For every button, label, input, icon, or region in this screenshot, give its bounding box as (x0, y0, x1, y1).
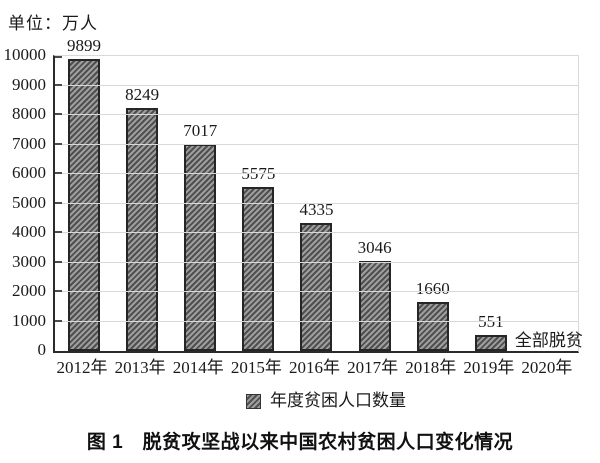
x-axis-tick-label: 2019年 (463, 358, 515, 377)
y-axis-tick-label: 4000 (12, 222, 46, 241)
y-axis-tick (55, 83, 62, 86)
gridline (55, 202, 578, 204)
x-axis-tick-label: 2017年 (347, 358, 399, 377)
y-axis-tick-label: 6000 (12, 163, 46, 182)
y-axis-tick (55, 172, 62, 174)
legend-label: 年度贫困人口数量 (270, 391, 406, 410)
y-axis-tick-label: 7000 (12, 133, 46, 153)
y-axis-tick-label: 0 (37, 340, 47, 359)
y-axis-tick-label: 3000 (12, 251, 46, 271)
y-axis-tick (55, 290, 62, 292)
y-axis-tick (55, 260, 62, 263)
y-axis-tick-label: 2000 (12, 281, 46, 300)
bar-value-label: 9899 (67, 35, 102, 55)
bar (126, 107, 159, 351)
bar-column: 7017 (171, 56, 229, 351)
y-axis-tick-label: 5000 (12, 192, 46, 212)
y-axis-tick (55, 56, 62, 58)
bar-value-label: 4335 (299, 200, 334, 220)
gridline (55, 320, 578, 322)
bar (68, 58, 101, 351)
y-axis-tick (55, 319, 62, 322)
bar-column: 3046 (346, 56, 404, 351)
y-axis-labels: 0 1000 2000 3000 4000 5000 6000 7000 8000 9000 100… (0, 45, 47, 359)
bar-column: 8249 (113, 56, 171, 351)
bar-value-label: 1660 (415, 279, 450, 299)
x-axis-tick-label: 2016年 (288, 358, 340, 377)
y-axis-tick-label: 8000 (12, 104, 46, 123)
y-axis-tick-label: 9000 (12, 74, 46, 94)
bars-container: 9899 8249 7017 5575 4335 3046 1660 551 全部脱贫 (55, 36, 583, 351)
gridline (55, 261, 578, 263)
gridline (55, 232, 578, 233)
bar-column: 551 (462, 56, 520, 351)
hatched-bar-swatch-icon (246, 393, 261, 409)
bar-value-label: 8249 (125, 84, 160, 104)
gridline (55, 114, 578, 115)
x-axis-tick-label: 2020年 (521, 358, 573, 377)
figure-caption: 图 1 脱贫攻坚战以来中国农村贫困人口变化情况 (86, 432, 514, 453)
gridline (55, 143, 578, 145)
plot-area: 9899 8249 7017 5575 4335 3046 1660 551 全部脱贫 (53, 36, 583, 353)
bar-column: 1660 (404, 56, 462, 351)
bar-column: 4335 (287, 56, 345, 351)
bar (474, 334, 507, 351)
bar-column: 5575 (229, 56, 287, 351)
bar (242, 186, 275, 351)
gridline (55, 291, 578, 292)
y-axis-tick (55, 201, 62, 204)
x-axis-tick-label: 2018年 (405, 358, 457, 377)
x-axis-tick-label: 2012年 (56, 358, 108, 377)
bar-value-label: 7017 (183, 121, 218, 140)
x-axis-tick-label: 2014年 (172, 358, 224, 377)
bar (184, 144, 217, 351)
x-axis-tick-label: 2015年 (230, 358, 282, 377)
y-axis-tick (55, 142, 62, 145)
bar (358, 261, 391, 351)
legend: 年度贫困人口数量 (246, 392, 406, 410)
gridline (55, 84, 578, 86)
bar-column: 9899 (55, 36, 113, 351)
x-axis-tick-label: 2013年 (114, 358, 166, 377)
gridline (55, 173, 578, 174)
y-axis-tick (55, 231, 62, 233)
x-axis-labels: 2012年 2013年 2014年 2015年 2016年 2017年 2018年 2019年… (53, 358, 576, 378)
no-bar-annotation: 全部脱贫 (514, 331, 583, 350)
y-axis-tick-label: 1000 (12, 310, 46, 330)
bar-value-label: 3046 (357, 238, 392, 258)
y-axis-tick-label: 10000 (3, 45, 47, 64)
bar (416, 302, 449, 351)
y-axis-tick (55, 113, 62, 115)
bar (300, 223, 333, 351)
unit-label: 单位：万人 (8, 14, 98, 33)
bar-column: 全部脱贫 (515, 56, 583, 351)
